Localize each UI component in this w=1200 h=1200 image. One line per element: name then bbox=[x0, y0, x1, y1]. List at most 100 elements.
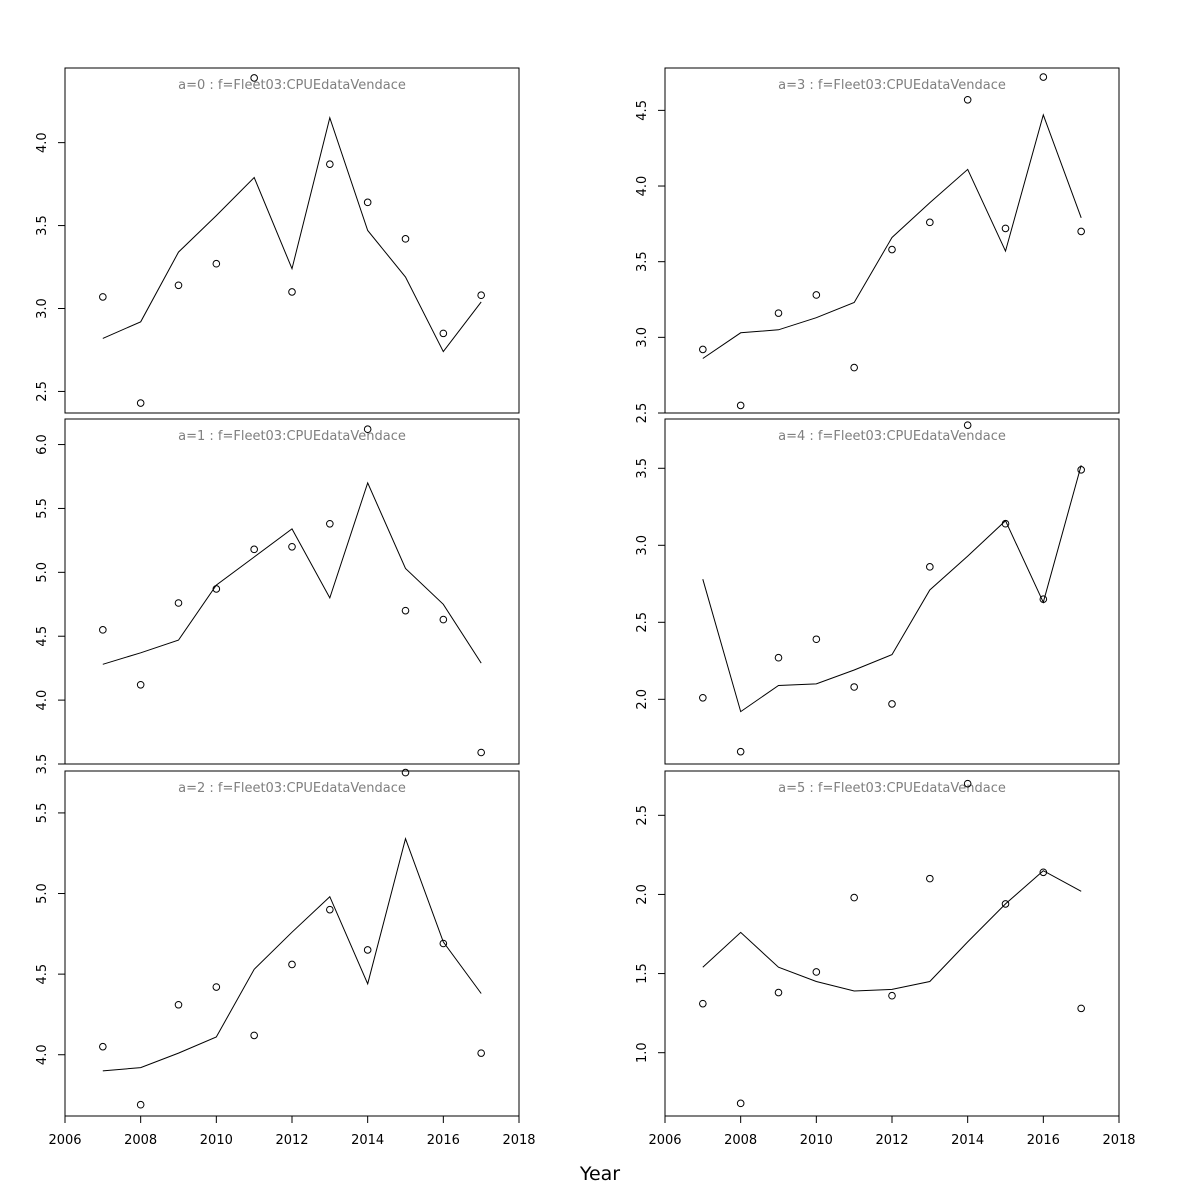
data-point bbox=[926, 218, 934, 227]
data-point bbox=[774, 309, 783, 317]
x-tick-label: 2006 bbox=[648, 1133, 681, 1148]
x-tick-label: 2010 bbox=[200, 1133, 233, 1148]
panel-4: a=4 : f=Fleet03:CPUEdataVendace 2.0 2.5 3.0… bbox=[635, 418, 1120, 765]
fitted-line bbox=[102, 116, 482, 353]
data-point bbox=[439, 939, 448, 948]
data-point bbox=[136, 399, 145, 407]
x-tick-label: 2006 bbox=[48, 1133, 81, 1148]
y-tick-label: 4.0 bbox=[635, 176, 650, 197]
panel-frame bbox=[64, 770, 520, 1117]
data-point bbox=[401, 606, 410, 615]
y-tick-label: 3.0 bbox=[635, 327, 650, 348]
data-point bbox=[1001, 224, 1010, 233]
data-point bbox=[888, 700, 896, 708]
data-point bbox=[888, 245, 896, 254]
data-point bbox=[212, 983, 221, 991]
data-point bbox=[99, 626, 107, 634]
data-point bbox=[250, 74, 258, 82]
y-tick-label: 2.5 bbox=[635, 403, 650, 424]
data-point bbox=[850, 893, 858, 902]
data-point bbox=[850, 683, 858, 691]
fitted-line bbox=[102, 481, 482, 665]
y-tick-label: 4.5 bbox=[35, 964, 50, 985]
x-tick-label: 2010 bbox=[800, 1133, 833, 1148]
y-tick-label: 3.5 bbox=[635, 458, 650, 479]
data-point bbox=[477, 1049, 485, 1057]
panel-3: a=3 : f=Fleet03:CPUEdataVendace 2.5 3.0 3.5… bbox=[635, 67, 1120, 424]
y-tick-label: 1.5 bbox=[635, 963, 650, 984]
data-point bbox=[736, 1099, 745, 1108]
y-tick-label: 2.0 bbox=[635, 689, 650, 710]
x-tick-label: 2018 bbox=[1102, 1133, 1135, 1148]
data-point bbox=[850, 363, 858, 372]
data-point bbox=[774, 988, 783, 997]
data-point bbox=[250, 1031, 258, 1040]
panel-frame bbox=[664, 770, 1120, 1117]
data-point bbox=[1077, 1004, 1085, 1013]
data-point bbox=[401, 768, 410, 777]
x-axis-label: Year bbox=[579, 1163, 620, 1185]
x-tick-label: 2016 bbox=[427, 1133, 460, 1148]
fitted-line bbox=[702, 113, 1082, 359]
y-tick-label: 2.5 bbox=[635, 612, 650, 633]
panel-title: a=1 : f=Fleet03:CPUEdataVendace bbox=[178, 429, 406, 444]
data-point bbox=[363, 946, 372, 954]
data-point bbox=[439, 329, 448, 338]
y-tick-label: 5.0 bbox=[35, 883, 50, 904]
data-point bbox=[477, 748, 485, 757]
y-tick-label: 2.5 bbox=[35, 381, 50, 402]
data-point bbox=[174, 281, 183, 290]
y-tick-label: 3.5 bbox=[35, 754, 50, 775]
data-point bbox=[699, 693, 707, 702]
x-tick-label: 2008 bbox=[124, 1133, 157, 1148]
panel-title: a=5 : f=Fleet03:CPUEdataVendace bbox=[778, 781, 1006, 796]
data-point bbox=[363, 198, 372, 207]
data-point bbox=[812, 635, 821, 644]
y-tick-label: 5.5 bbox=[35, 498, 50, 519]
panel-5: a=5 : f=Fleet03:CPUEdataVendace 1.0 1.5 2.0… bbox=[635, 770, 1120, 1117]
panel-title: a=2 : f=Fleet03:CPUEdataVendace bbox=[178, 781, 406, 796]
x-tick-label: 2012 bbox=[875, 1133, 908, 1148]
data-point bbox=[926, 563, 934, 571]
data-point bbox=[1001, 519, 1010, 528]
data-point bbox=[326, 160, 334, 169]
data-point bbox=[288, 542, 296, 551]
data-point bbox=[699, 999, 707, 1008]
data-point bbox=[136, 680, 145, 689]
y-tick-label: 3.5 bbox=[35, 215, 50, 236]
x-axis: 2006 2008 2010 2012 2014 2016 2018 bbox=[48, 1115, 536, 1148]
data-point bbox=[288, 288, 296, 296]
panel-frame bbox=[64, 418, 520, 765]
data-point bbox=[401, 235, 410, 243]
y-tick-label: 1.0 bbox=[635, 1042, 650, 1063]
data-point bbox=[699, 345, 707, 354]
panel-title: a=3 : f=Fleet03:CPUEdataVendace bbox=[778, 78, 1006, 93]
panel-frame bbox=[64, 67, 520, 414]
y-tick-label: 5.5 bbox=[35, 803, 50, 824]
y-tick-label: 2.0 bbox=[635, 884, 650, 905]
x-tick-label: 2016 bbox=[1027, 1133, 1060, 1148]
data-point bbox=[1039, 73, 1048, 81]
x-tick-label: 2018 bbox=[502, 1133, 535, 1148]
data-point bbox=[363, 425, 372, 434]
y-tick-label: 4.5 bbox=[635, 100, 650, 121]
data-point bbox=[926, 874, 934, 883]
data-point bbox=[963, 421, 972, 429]
data-point bbox=[736, 747, 745, 756]
data-point bbox=[288, 960, 296, 969]
data-point bbox=[888, 991, 896, 1000]
y-tick-label: 4.0 bbox=[35, 132, 50, 153]
data-point bbox=[1039, 595, 1048, 604]
y-tick-label: 6.0 bbox=[35, 434, 50, 455]
y-tick-label: 2.5 bbox=[635, 805, 650, 826]
data-point bbox=[812, 968, 821, 976]
panel-1: a=1 : f=Fleet03:CPUEdataVendace 3.5 4.0 4.5… bbox=[35, 418, 520, 775]
data-point bbox=[439, 615, 448, 624]
data-point bbox=[326, 905, 334, 914]
y-tick-label: 4.0 bbox=[35, 1044, 50, 1065]
data-point bbox=[1001, 900, 1010, 908]
panel-frame bbox=[664, 67, 1120, 414]
data-point bbox=[963, 95, 972, 104]
data-point bbox=[136, 1100, 145, 1109]
